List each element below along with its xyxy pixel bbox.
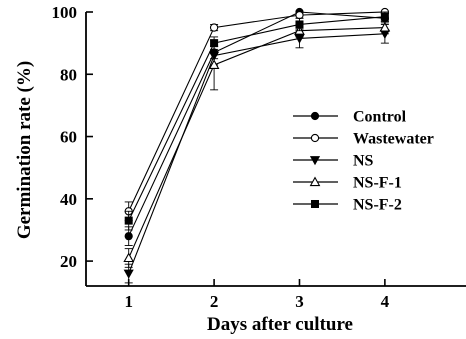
x-tick-label: 2 <box>210 292 219 311</box>
legend-label: Wastewater <box>353 131 434 148</box>
legend-marker <box>310 133 320 143</box>
x-ticks: 1 2 3 4 <box>124 279 390 311</box>
y-tick-label: 20 <box>60 252 77 271</box>
data-point <box>379 22 391 32</box>
legend-marker <box>310 111 320 121</box>
x-tick-label: 3 <box>295 292 304 311</box>
legend-label: NS-F-1 <box>353 175 402 192</box>
data-point <box>295 20 304 29</box>
data-point <box>295 10 304 20</box>
y-ticks: 20 40 60 80 100 <box>52 3 93 271</box>
legend-label: NS-F-2 <box>353 197 402 214</box>
series-line <box>128 33 385 274</box>
y-tick-label: 100 <box>52 3 78 22</box>
data-point <box>123 252 135 263</box>
data-point <box>124 216 133 225</box>
legend-item: NS-F-1 <box>293 175 402 192</box>
y-tick-label: 80 <box>60 65 77 84</box>
data-point <box>123 269 134 279</box>
data-point <box>210 39 219 48</box>
series-line <box>128 16 385 221</box>
x-tick-label: 1 <box>124 292 133 311</box>
y-axis-title: Germination rate (%) <box>14 61 35 239</box>
series-ns-f-1 <box>123 20 391 268</box>
legend-item: NS-F-2 <box>293 197 402 214</box>
plot-area <box>123 7 391 284</box>
legend: Control Wastewater NS NS-F-1 NS-F-2 <box>293 109 434 214</box>
legend-item: Wastewater <box>293 131 434 148</box>
x-tick-label: 4 <box>381 292 390 311</box>
data-point <box>208 59 220 70</box>
legend-marker <box>309 176 321 187</box>
y-tick-label: 40 <box>60 190 77 209</box>
series-line <box>128 11 385 212</box>
data-point <box>124 232 133 241</box>
series-wastewater <box>124 7 390 222</box>
legend-item: NS <box>293 153 374 170</box>
data-point <box>380 12 389 21</box>
legend-marker <box>310 199 319 208</box>
series-ns-f-2 <box>124 11 389 231</box>
y-tick-label: 60 <box>60 128 77 147</box>
series-control <box>124 7 389 246</box>
series-line <box>128 27 385 259</box>
series-line <box>128 11 385 237</box>
series-ns <box>123 24 390 284</box>
legend-label: NS <box>353 153 374 170</box>
legend-item: Control <box>293 109 407 126</box>
legend-label: Control <box>353 109 407 126</box>
legend-marker <box>309 156 321 166</box>
data-point <box>209 23 219 32</box>
x-axis-title: Days after culture <box>207 314 353 335</box>
